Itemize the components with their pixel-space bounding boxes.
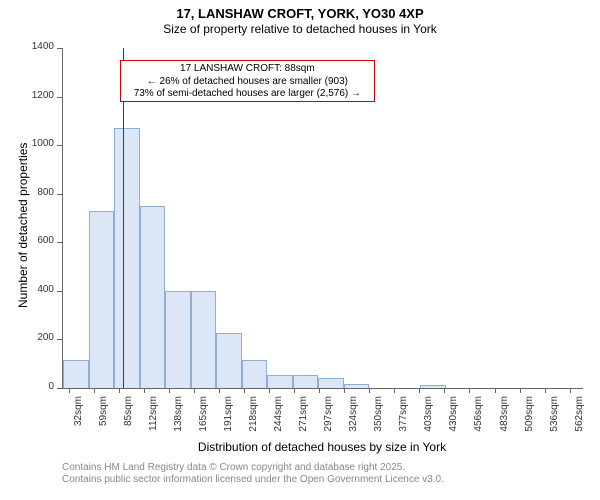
histogram-bar bbox=[114, 128, 140, 388]
histogram-bar bbox=[89, 211, 115, 388]
histogram-bar bbox=[165, 291, 191, 388]
histogram-bar bbox=[191, 291, 217, 388]
x-tick-mark bbox=[219, 388, 220, 393]
footer-attribution: Contains HM Land Registry data © Crown c… bbox=[62, 462, 444, 486]
x-tick-label: 509sqm bbox=[524, 396, 535, 446]
x-tick-label: 165sqm bbox=[198, 396, 209, 446]
x-tick-mark bbox=[570, 388, 571, 393]
y-tick-label: 1200 bbox=[0, 90, 54, 101]
x-tick-label: 138sqm bbox=[173, 396, 184, 446]
x-tick-mark bbox=[495, 388, 496, 393]
x-tick-mark bbox=[419, 388, 420, 393]
y-tick-mark bbox=[57, 339, 62, 340]
x-tick-label: 350sqm bbox=[373, 396, 384, 446]
chart-subtitle: Size of property relative to detached ho… bbox=[0, 22, 600, 36]
x-tick-label: 483sqm bbox=[499, 396, 510, 446]
y-tick-mark bbox=[57, 48, 62, 49]
x-tick-label: 403sqm bbox=[423, 396, 434, 446]
x-tick-label: 218sqm bbox=[248, 396, 259, 446]
x-tick-mark bbox=[94, 388, 95, 393]
annotation-box: 17 LANSHAW CROFT: 88sqm← 26% of detached… bbox=[120, 60, 375, 102]
x-tick-mark bbox=[294, 388, 295, 393]
histogram-bar bbox=[420, 385, 446, 388]
x-tick-mark bbox=[269, 388, 270, 393]
y-tick-label: 200 bbox=[0, 332, 54, 343]
y-tick-label: 0 bbox=[0, 381, 54, 392]
y-axis-label: Number of detached properties bbox=[16, 143, 30, 308]
annotation-line: 73% of semi-detached houses are larger (… bbox=[125, 88, 370, 101]
x-tick-mark bbox=[169, 388, 170, 393]
y-tick-mark bbox=[57, 97, 62, 98]
y-tick-mark bbox=[57, 242, 62, 243]
x-tick-label: 244sqm bbox=[273, 396, 284, 446]
x-tick-label: 59sqm bbox=[98, 396, 109, 446]
y-tick-label: 1400 bbox=[0, 41, 54, 52]
x-tick-label: 430sqm bbox=[448, 396, 459, 446]
histogram-bar bbox=[140, 206, 166, 388]
x-tick-mark bbox=[394, 388, 395, 393]
x-tick-label: 562sqm bbox=[574, 396, 585, 446]
x-tick-label: 377sqm bbox=[398, 396, 409, 446]
x-tick-label: 536sqm bbox=[549, 396, 560, 446]
x-tick-mark bbox=[545, 388, 546, 393]
histogram-bar bbox=[242, 360, 268, 388]
y-tick-mark bbox=[57, 145, 62, 146]
x-tick-mark bbox=[520, 388, 521, 393]
footer-line: Contains HM Land Registry data © Crown c… bbox=[62, 462, 444, 474]
x-tick-label: 297sqm bbox=[323, 396, 334, 446]
x-tick-mark bbox=[119, 388, 120, 393]
histogram-bar bbox=[267, 375, 293, 388]
x-tick-mark bbox=[194, 388, 195, 393]
x-tick-label: 324sqm bbox=[348, 396, 359, 446]
x-tick-mark bbox=[469, 388, 470, 393]
x-tick-mark bbox=[444, 388, 445, 393]
x-tick-mark bbox=[69, 388, 70, 393]
histogram-bar bbox=[216, 333, 242, 388]
footer-line: Contains public sector information licen… bbox=[62, 474, 444, 486]
x-tick-label: 112sqm bbox=[148, 396, 159, 446]
x-tick-mark bbox=[369, 388, 370, 393]
x-tick-label: 85sqm bbox=[123, 396, 134, 446]
x-tick-label: 456sqm bbox=[473, 396, 484, 446]
x-tick-label: 191sqm bbox=[223, 396, 234, 446]
y-tick-mark bbox=[57, 291, 62, 292]
x-axis-label: Distribution of detached houses by size … bbox=[62, 440, 582, 454]
histogram-bar bbox=[293, 375, 319, 388]
histogram-bar bbox=[344, 384, 370, 388]
x-tick-label: 32sqm bbox=[73, 396, 84, 446]
y-tick-mark bbox=[57, 388, 62, 389]
annotation-line: 17 LANSHAW CROFT: 88sqm bbox=[125, 63, 370, 76]
chart-title: 17, LANSHAW CROFT, YORK, YO30 4XP bbox=[0, 6, 600, 22]
histogram-bar bbox=[63, 360, 89, 388]
y-tick-mark bbox=[57, 194, 62, 195]
plot-area: 17 LANSHAW CROFT: 88sqm← 26% of detached… bbox=[62, 48, 583, 389]
x-tick-label: 271sqm bbox=[298, 396, 309, 446]
x-tick-mark bbox=[144, 388, 145, 393]
x-tick-mark bbox=[244, 388, 245, 393]
histogram-bar bbox=[318, 378, 344, 388]
x-tick-mark bbox=[319, 388, 320, 393]
annotation-line: ← 26% of detached houses are smaller (90… bbox=[125, 76, 370, 89]
x-tick-mark bbox=[344, 388, 345, 393]
